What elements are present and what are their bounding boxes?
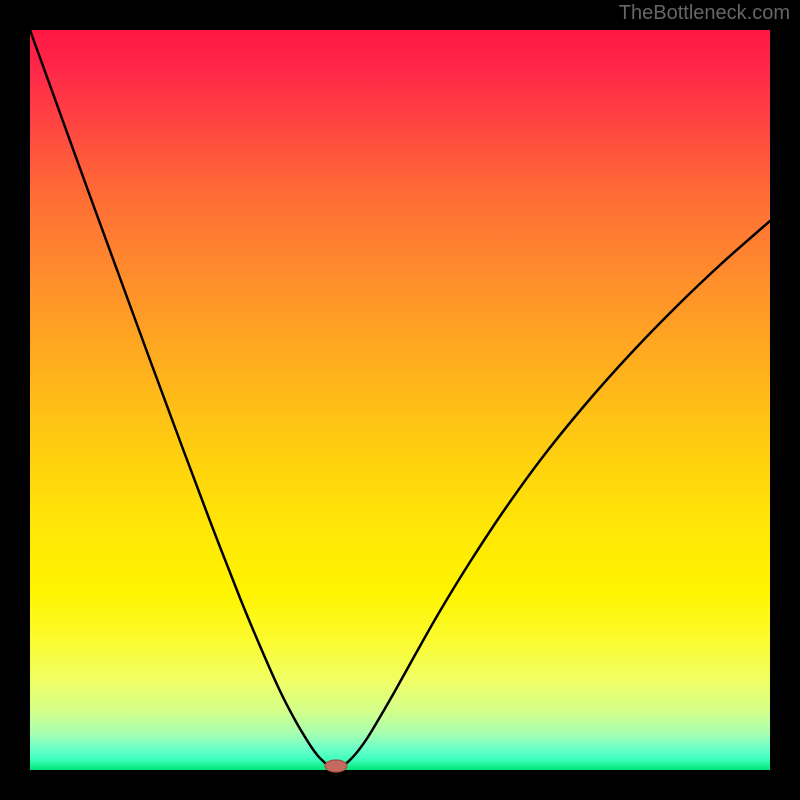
watermark-text: TheBottleneck.com — [619, 2, 790, 25]
figure-container: TheBottleneck.com — [0, 0, 800, 800]
plot-background-gradient — [30, 30, 770, 770]
chart-canvas — [0, 0, 800, 800]
minimum-marker — [325, 760, 347, 772]
